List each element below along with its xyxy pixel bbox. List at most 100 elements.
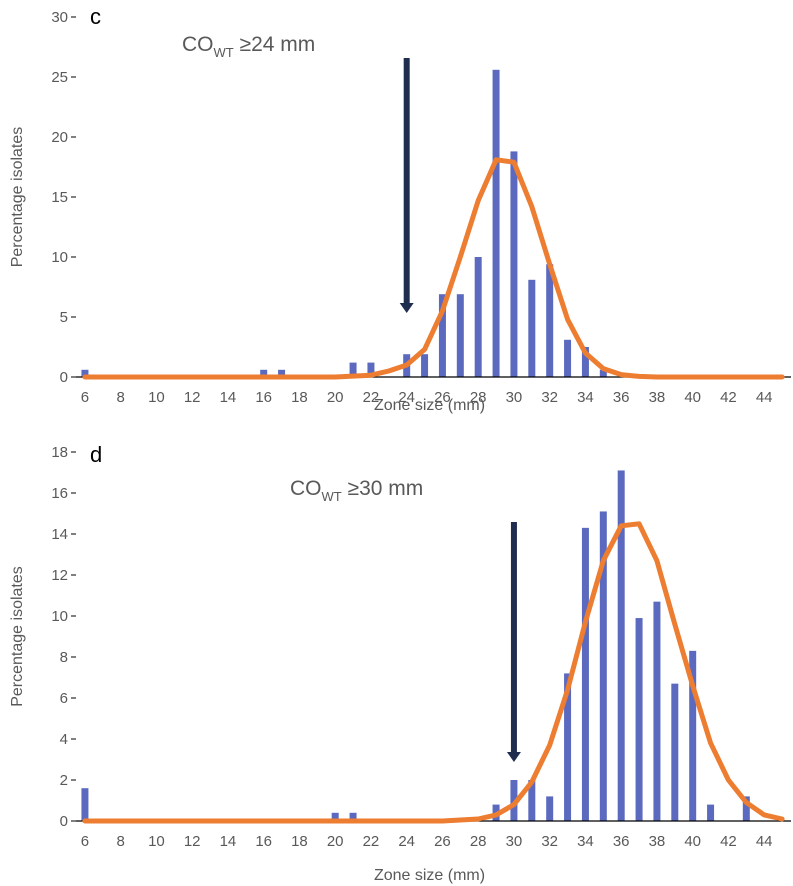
x-tick-label: 8 xyxy=(117,833,125,850)
bar xyxy=(546,264,554,377)
cowt-annotation: COWT ≥30 mm xyxy=(290,477,423,504)
x-tick-label: 44 xyxy=(756,389,773,406)
bar xyxy=(510,780,518,821)
x-tick-label: 40 xyxy=(684,389,701,406)
y-tick-label: 8 xyxy=(60,649,68,666)
y-tick-label: 20 xyxy=(51,129,68,146)
x-axis-title: Zone size (mm) xyxy=(374,867,485,884)
bar xyxy=(671,683,679,821)
x-tick-label: 28 xyxy=(470,389,487,406)
bar xyxy=(492,69,500,378)
x-tick-label: 6 xyxy=(81,833,89,850)
x-axis-title: Zone size (mm) xyxy=(374,397,485,414)
bar xyxy=(510,151,518,377)
x-tick-label: 34 xyxy=(577,833,594,850)
x-tick-label: 32 xyxy=(541,389,558,406)
x-tick-label: 36 xyxy=(613,833,630,850)
fitted-curve xyxy=(82,157,785,380)
x-tick-label: 40 xyxy=(684,833,701,850)
bar xyxy=(599,369,607,377)
x-tick-label: 34 xyxy=(577,389,594,406)
y-tick-label: 16 xyxy=(51,485,68,502)
y-tick-label: 25 xyxy=(51,69,68,86)
y-tick-label: 12 xyxy=(51,567,68,584)
bar xyxy=(331,812,339,821)
x-tick-label: 20 xyxy=(327,389,344,406)
cutoff-arrow-shaft xyxy=(510,522,517,754)
x-tick-label: 36 xyxy=(613,389,630,406)
x-tick-label: 18 xyxy=(291,389,308,406)
y-tick-label: 15 xyxy=(51,189,68,206)
y-tick-label: 4 xyxy=(60,731,68,748)
y-tick-label: 6 xyxy=(60,690,68,707)
y-tick-label: 10 xyxy=(51,249,68,266)
x-tick-label: 16 xyxy=(255,833,272,850)
bar xyxy=(260,369,268,377)
cutoff-arrow-head xyxy=(399,303,414,313)
bar xyxy=(528,279,536,377)
bar xyxy=(564,339,572,377)
bar xyxy=(474,257,482,377)
panel-label: c xyxy=(90,4,101,29)
fitted-curve xyxy=(82,521,785,824)
y-tick-label: 5 xyxy=(60,309,68,326)
x-tick-label: 24 xyxy=(398,389,415,406)
x-tick-label: 26 xyxy=(434,389,451,406)
y-tick-label: 2 xyxy=(60,772,68,789)
bar xyxy=(421,354,429,377)
x-tick-label: 6 xyxy=(81,389,89,406)
x-tick-label: 42 xyxy=(720,389,737,406)
x-tick-label: 16 xyxy=(255,389,272,406)
y-tick-label: 0 xyxy=(60,369,68,386)
bar xyxy=(617,470,625,821)
y-tick-label: 30 xyxy=(51,9,68,26)
x-tick-label: 12 xyxy=(184,389,201,406)
x-tick-label: 44 xyxy=(756,833,773,850)
bar xyxy=(653,601,661,821)
bar xyxy=(456,294,464,377)
bar xyxy=(81,369,89,377)
x-tick-label: 8 xyxy=(117,389,125,406)
bar xyxy=(599,511,607,821)
bar xyxy=(689,650,697,821)
x-tick-label: 28 xyxy=(470,833,487,850)
y-axis-title: Percentage isolates xyxy=(9,127,26,268)
bar xyxy=(581,527,589,821)
x-tick-label: 38 xyxy=(649,389,666,406)
bar xyxy=(349,812,357,821)
x-tick-label: 12 xyxy=(184,833,201,850)
panel-label: d xyxy=(90,442,102,467)
x-tick-label: 10 xyxy=(148,389,165,406)
x-tick-label: 42 xyxy=(720,833,737,850)
cutoff-arrow-head xyxy=(506,752,521,762)
x-tick-label: 14 xyxy=(220,833,237,850)
bar xyxy=(367,362,375,377)
y-tick-label: 18 xyxy=(51,444,68,461)
cowt-annotation: COWT ≥24 mm xyxy=(182,33,315,60)
x-tick-label: 10 xyxy=(148,833,165,850)
y-axis-title: Percentage isolates xyxy=(9,566,26,707)
bar xyxy=(528,780,536,821)
y-tick-label: 0 xyxy=(60,813,68,830)
bar xyxy=(742,796,750,821)
x-tick-label: 38 xyxy=(649,833,666,850)
chart-panel-c: 0 5 10 15 20 25 30 6 8 10 12 14 16 18 20 22 24 26 28 30 32 34… xyxy=(9,4,791,414)
bar xyxy=(81,788,89,821)
x-tick-label: 26 xyxy=(434,833,451,850)
x-tick-label: 30 xyxy=(506,833,523,850)
x-tick-label: 14 xyxy=(220,389,237,406)
bar xyxy=(707,804,715,821)
x-tick-label: 20 xyxy=(327,833,344,850)
bar xyxy=(546,796,554,821)
x-tick-label: 22 xyxy=(363,833,380,850)
x-tick-label: 18 xyxy=(291,833,308,850)
bar xyxy=(349,362,357,377)
bar xyxy=(438,294,446,377)
x-tick-label: 30 xyxy=(506,389,523,406)
y-tick-label: 10 xyxy=(51,608,68,625)
y-tick-label: 14 xyxy=(51,526,68,543)
x-tick-label: 32 xyxy=(541,833,558,850)
x-tick-label: 24 xyxy=(398,833,415,850)
bar xyxy=(278,369,286,377)
